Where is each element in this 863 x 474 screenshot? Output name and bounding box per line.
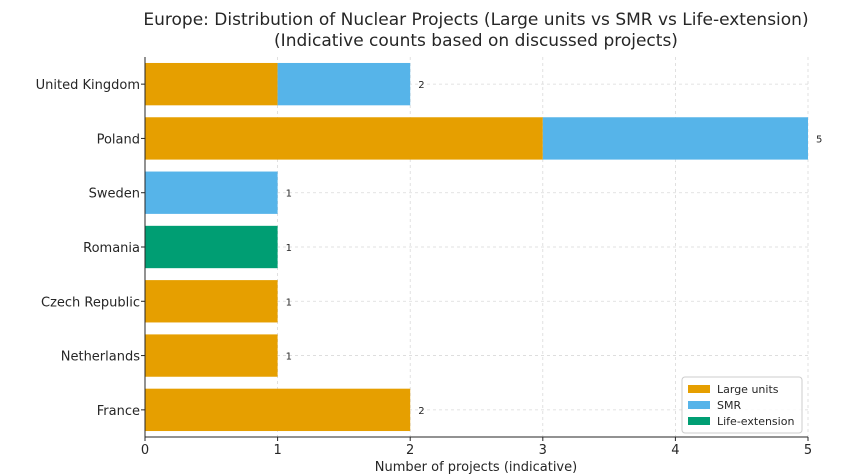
- legend-box: [681, 376, 803, 434]
- legend-label: SMR: [717, 399, 741, 412]
- data-label: 1: [286, 352, 292, 363]
- bar-life-extension: [145, 225, 278, 269]
- y-tick-label: Romania: [83, 241, 140, 256]
- x-tick-label: 4: [671, 443, 679, 458]
- data-label: 2: [418, 406, 424, 417]
- x-axis-label: Number of projects (indicative): [375, 460, 577, 474]
- chart-title: Europe: Distribution of Nuclear Projects…: [143, 10, 808, 30]
- x-tick-label: 2: [406, 443, 414, 458]
- y-tick-label: Poland: [97, 132, 140, 147]
- labels: 2 United Kingdom 5 Poland 1 Sweden 1 Romania 1 Cz…: [36, 78, 823, 458]
- data-label: 1: [286, 243, 292, 254]
- bar-large-units: [145, 388, 411, 432]
- legend-label: Large units: [717, 383, 779, 396]
- bar-large-units: [145, 62, 278, 106]
- data-label: 1: [286, 297, 292, 308]
- y-tick-label: France: [97, 404, 140, 419]
- legend-swatch: [688, 385, 710, 393]
- legend-swatch: [688, 401, 710, 409]
- bar-large-units: [145, 280, 278, 323]
- bar-smr: [542, 117, 808, 160]
- bar-smr: [277, 62, 411, 106]
- data-label: 2: [418, 80, 424, 91]
- x-tick-label: 1: [273, 443, 281, 458]
- data-label: 5: [816, 134, 822, 145]
- y-tick-label: Czech Republic: [41, 295, 140, 310]
- bar-large-units: [145, 117, 543, 160]
- legend[interactable]: Large units SMR Life-extension: [681, 376, 803, 434]
- axes: [141, 57, 809, 441]
- chart-subtitle: (Indicative counts based on discussed pr…: [274, 31, 678, 51]
- legend-swatch: [688, 417, 710, 425]
- y-tick-label: Sweden: [89, 187, 140, 202]
- bar-smr: [145, 171, 278, 214]
- bar-large-units: [145, 334, 278, 377]
- y-tick-label: Netherlands: [61, 350, 140, 365]
- bars: [145, 62, 808, 432]
- x-tick-label: 3: [539, 443, 547, 458]
- x-tick-label: 0: [141, 443, 149, 458]
- x-tick-label: 5: [804, 443, 812, 458]
- y-tick-label: United Kingdom: [36, 78, 140, 93]
- data-label: 1: [286, 189, 292, 200]
- legend-label: Life-extension: [717, 415, 794, 428]
